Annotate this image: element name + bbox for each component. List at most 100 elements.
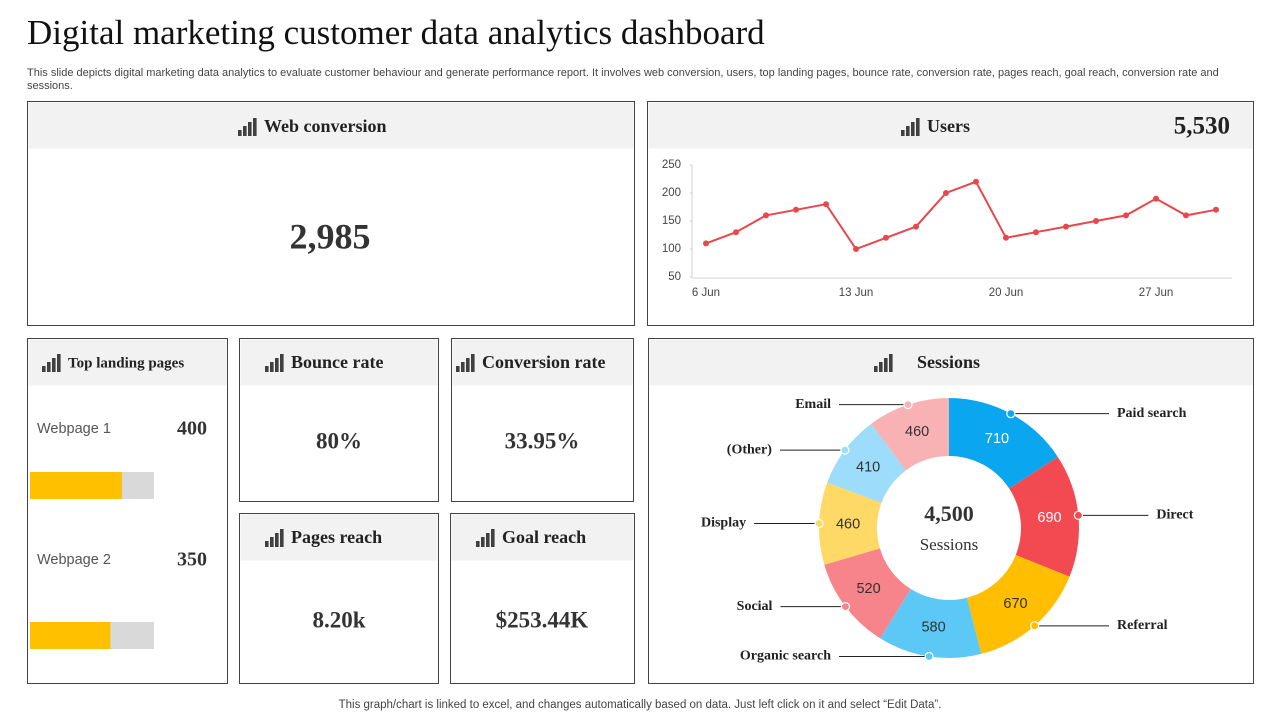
x-tick-label: 13 Jun bbox=[839, 287, 874, 299]
x-tick-label: 20 Jun bbox=[989, 287, 1024, 299]
panel-header bbox=[28, 339, 227, 386]
leader-dot bbox=[924, 651, 934, 662]
chart-icon-bar bbox=[901, 130, 905, 136]
point bbox=[853, 246, 859, 252]
point bbox=[1183, 212, 1189, 219]
point bbox=[703, 240, 709, 247]
chart-icon-bar bbox=[275, 358, 279, 372]
panel-header bbox=[28, 102, 634, 149]
chart-icon-bar bbox=[874, 366, 878, 372]
chart-icon-bar bbox=[243, 126, 247, 136]
leader-dot bbox=[814, 518, 824, 529]
point bbox=[883, 234, 889, 241]
kpi-value: 33.95% bbox=[505, 428, 580, 453]
chart-icon-bar bbox=[461, 362, 465, 372]
chart-icon-bar bbox=[280, 529, 284, 547]
chart-icon-bar bbox=[270, 362, 274, 372]
data-label: 670 bbox=[1003, 596, 1027, 612]
page-subtitle: This slide depicts digital marketing dat… bbox=[27, 67, 1219, 92]
point bbox=[1153, 195, 1159, 202]
point bbox=[1033, 229, 1039, 236]
y-tick-label: 100 bbox=[662, 243, 681, 255]
chart-icon-bar bbox=[248, 122, 252, 136]
data-label: 460 bbox=[905, 424, 929, 440]
chart-icon-bar bbox=[476, 541, 480, 547]
donut-segment bbox=[1009, 456, 1079, 577]
y-tick-label: 150 bbox=[662, 215, 681, 227]
leader-dot bbox=[840, 445, 850, 455]
chart-icon-bar bbox=[456, 366, 460, 372]
legend-label: Organic search bbox=[740, 649, 831, 664]
leader-dot bbox=[903, 400, 913, 410]
chart-icon-bar bbox=[270, 537, 274, 547]
panel-title: Conversion rate bbox=[482, 352, 605, 372]
donut-segment bbox=[966, 554, 1070, 654]
chart-icon-bar bbox=[884, 358, 888, 372]
bar bbox=[30, 622, 111, 649]
panel-title: Top landing pages bbox=[68, 355, 184, 371]
point bbox=[823, 201, 829, 208]
chart-icon-bar bbox=[275, 533, 279, 547]
leader-dot bbox=[1073, 510, 1083, 520]
donut-segment bbox=[880, 589, 982, 658]
center-label: Sessions bbox=[920, 535, 979, 554]
chart-icon-bar bbox=[889, 354, 893, 372]
data-label: 460 bbox=[836, 516, 860, 532]
donut-segment bbox=[871, 398, 949, 471]
chart-icon-bar bbox=[52, 358, 56, 372]
chart-icon-bar bbox=[916, 118, 920, 136]
center-value: 4,500 bbox=[924, 501, 974, 526]
legend-label: Paid search bbox=[1117, 406, 1187, 421]
y-tick-label: 250 bbox=[662, 159, 681, 171]
point bbox=[793, 206, 799, 213]
point bbox=[913, 223, 919, 230]
chart-icon-bar bbox=[47, 362, 51, 372]
data-label: 520 bbox=[856, 581, 880, 597]
chart-icon-bar bbox=[265, 366, 269, 372]
x-tick-label: 6 Jun bbox=[692, 287, 720, 299]
panel-header bbox=[648, 102, 1253, 149]
chart-icon-bar bbox=[42, 366, 46, 372]
donut-segment bbox=[949, 398, 1058, 489]
kpi-value: 5,530 bbox=[1174, 113, 1230, 140]
y-tick-label: 200 bbox=[662, 187, 681, 199]
leader-dot bbox=[1006, 409, 1016, 419]
legend-label: Display bbox=[701, 516, 746, 531]
chart-icon-bar bbox=[906, 126, 910, 136]
point bbox=[733, 229, 739, 236]
leader-dot bbox=[840, 601, 851, 612]
chart-icon-bar bbox=[280, 354, 284, 372]
data-label: 400 bbox=[177, 418, 207, 440]
point bbox=[1123, 212, 1129, 219]
point bbox=[763, 212, 769, 219]
chart-icon-bar bbox=[57, 354, 61, 372]
chart-icon-bar bbox=[879, 362, 883, 372]
legend-label: Direct bbox=[1156, 508, 1193, 523]
panel-header bbox=[452, 339, 633, 386]
point bbox=[1003, 234, 1009, 241]
y-tick-label: 50 bbox=[668, 271, 681, 283]
point bbox=[1093, 218, 1099, 224]
panel-title: Users bbox=[927, 116, 970, 136]
panel-header bbox=[649, 339, 1253, 386]
donut-segment bbox=[818, 482, 882, 565]
page-title: Digital marketing customer data analytic… bbox=[27, 13, 765, 52]
donut-segment bbox=[827, 423, 906, 503]
data-label: 580 bbox=[921, 620, 945, 636]
chart-icon-bar bbox=[471, 354, 475, 372]
donut-segment bbox=[824, 548, 911, 639]
chart-icon-bar bbox=[481, 537, 485, 547]
category-label: Webpage 2 bbox=[37, 552, 111, 568]
legend-label: Social bbox=[737, 599, 773, 614]
data-label: 350 bbox=[177, 549, 207, 571]
data-label: 710 bbox=[985, 431, 1009, 447]
users-line bbox=[705, 180, 1217, 251]
legend-label: Referral bbox=[1117, 618, 1168, 633]
chart-icon-bar bbox=[466, 358, 470, 372]
data-label: 410 bbox=[856, 459, 880, 475]
data-label: 690 bbox=[1037, 510, 1061, 526]
kpi-value: 8.20k bbox=[312, 607, 365, 632]
panel-title: Goal reach bbox=[502, 527, 586, 547]
